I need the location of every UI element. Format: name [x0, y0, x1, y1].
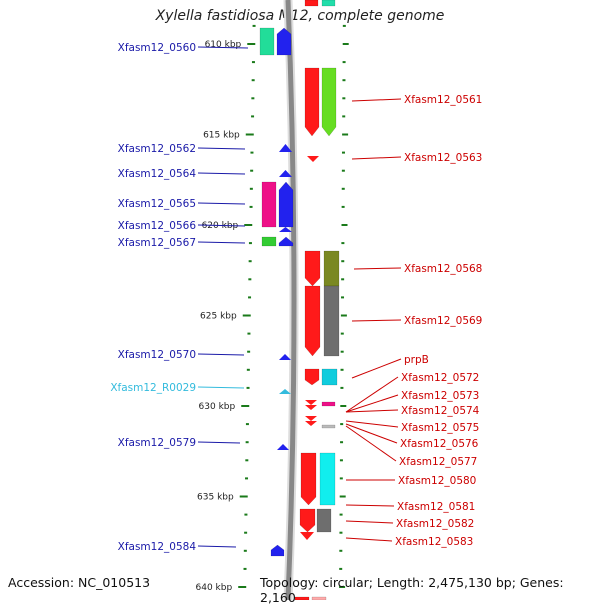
left-label-leader [197, 172, 246, 175]
right-label-leader [345, 376, 399, 413]
rna-arrow-xfasm12-r0029 [279, 389, 291, 394]
gene-block-xfasm12-0568 [323, 250, 340, 287]
right-label-leader [345, 504, 395, 507]
left-label-leader [197, 241, 246, 244]
accession-info: Accession: NC_010513 [8, 575, 151, 590]
gene-block-bottom-2 [311, 596, 327, 600]
right-gene-label: Xfasm12_0581 [397, 501, 475, 513]
gene-arrow-xfasm12-0566 [279, 227, 292, 232]
left-label-leader [197, 353, 245, 356]
ruler-label: 640 kbp [196, 583, 233, 593]
gene-block-top-2 [321, 0, 336, 7]
right-gene-label: Xfasm12_0583 [395, 536, 473, 548]
left-gene-label: Xfasm12_0567 [118, 237, 196, 249]
ruler-label: 635 kbp [197, 493, 234, 503]
gene-arrow-prpb [304, 368, 320, 386]
left-label-leader [197, 46, 249, 49]
gene-arrow-xfasm12-0582 [299, 508, 316, 533]
right-label-leader [351, 156, 402, 160]
gene-arrow-xfasm12-0580 [300, 452, 317, 506]
right-gene-label: Xfasm12_0574 [401, 405, 480, 417]
right-label-leader [351, 319, 402, 322]
right-label-leader [345, 520, 394, 524]
gene-block-xfasm12-0580 [319, 452, 336, 506]
gene-arrow-xfasm12-0583 [300, 532, 314, 540]
gene-arrow-xfasm12-0579 [277, 444, 289, 450]
left-gene-label: Xfasm12_0564 [118, 168, 197, 180]
left-gene-label: Xfasm12_0565 [118, 198, 196, 210]
left-gene-label: Xfasm12_0584 [118, 541, 197, 553]
gene-arrow-xfasm12-0568 [304, 250, 321, 287]
ruler-label: 610 kbp [205, 40, 242, 50]
gene-block-xfasm12-0582 [316, 508, 332, 533]
right-gene-label: Xfasm12_0582 [396, 518, 474, 530]
right-label-leader [345, 425, 397, 462]
left-label-leader [197, 441, 241, 444]
right-gene-label: Xfasm12_0580 [398, 475, 476, 487]
right-label-leader [345, 423, 398, 444]
gene-arrow-xfasm12-0574 [305, 405, 317, 410]
left-label-leader [197, 202, 246, 205]
right-label-leader [345, 409, 399, 413]
gene-block-prpb [321, 368, 338, 386]
gene-arrow-xfasm12-0565 [278, 181, 294, 228]
right-gene-label: Xfasm12_0568 [404, 263, 482, 275]
right-label-leader [345, 537, 393, 542]
gene-arrow-xfasm12-0560 [276, 27, 292, 56]
gene-arrow-xfasm12-0584 [270, 544, 285, 557]
right-gene-label: Xfasm12_0573 [401, 390, 479, 402]
genome-title: Xylella fastidiosa M12, complete genome [155, 8, 445, 24]
gene-block-xfasm12-0561 [321, 67, 337, 137]
right-label-leader [353, 267, 402, 270]
right-gene-label: prpB [404, 354, 429, 366]
gene-block-xfasm12-0577 [321, 424, 336, 429]
gene-arrow-xfasm12-0570 [279, 354, 291, 360]
left-label-leader [197, 545, 237, 548]
left-gene-label: Xfasm12_0560 [118, 42, 196, 54]
gene-arrow-xfasm12-0564 [279, 170, 292, 177]
gene-arrow-xfasm12-0562 [279, 144, 292, 152]
left-label-leader [197, 224, 246, 227]
gene-block-xfasm12-0569 [323, 285, 340, 357]
gene-block-xfasm12-0565 [261, 181, 277, 228]
left-gene-label: Xfasm12_0566 [118, 220, 197, 232]
gene-block-bottom [294, 596, 310, 600]
right-gene-label: Xfasm12_0577 [399, 456, 477, 468]
right-gene-label: Xfasm12_0575 [401, 422, 479, 434]
right-gene-label: Xfasm12_0576 [400, 438, 479, 450]
gene-block-xfasm12-0560 [259, 27, 275, 56]
gene-arrow-xfasm12-0576 [305, 421, 317, 426]
right-label-leader [351, 358, 402, 379]
gene-arrow-xfasm12-0563 [307, 156, 319, 162]
left-label-leader [197, 386, 245, 389]
gene-arrow-xfasm12-0575 [305, 416, 317, 421]
right-gene-label: Xfasm12_0563 [404, 152, 482, 164]
right-gene-label: Xfasm12_0572 [401, 372, 479, 384]
gene-block-xfasm12-0573 [321, 401, 336, 407]
gene-arrow-xfasm12-0561 [304, 67, 320, 137]
gene-arrow-xfasm12-0569 [304, 285, 321, 357]
right-gene-label: Xfasm12_0561 [404, 94, 482, 106]
right-label-leader [351, 98, 402, 102]
topology-info: Topology: circular; Length: 2,475,130 bp… [260, 575, 564, 605]
ruler-label: 615 kbp [203, 131, 240, 141]
left-gene-label: Xfasm12_R0029 [110, 382, 196, 394]
ruler-label: 630 kbp [199, 402, 236, 412]
gene-block-top [304, 0, 319, 7]
ruler-label: 620 kbp [202, 221, 239, 231]
left-gene-label: Xfasm12_0562 [118, 143, 196, 155]
left-label-leader [197, 147, 246, 150]
gene-block-xfasm12-0567 [261, 236, 277, 247]
right-gene-label: Xfasm12_0569 [404, 315, 482, 327]
ruler-label: 625 kbp [200, 312, 237, 322]
right-label-leader [345, 394, 399, 413]
right-label-leader [345, 420, 399, 428]
left-gene-label: Xfasm12_0579 [118, 437, 196, 449]
left-gene-label: Xfasm12_0570 [118, 349, 196, 361]
gene-arrow-xfasm12-0567 [278, 236, 294, 247]
gene-arrow-xfasm12-0573 [305, 400, 317, 405]
